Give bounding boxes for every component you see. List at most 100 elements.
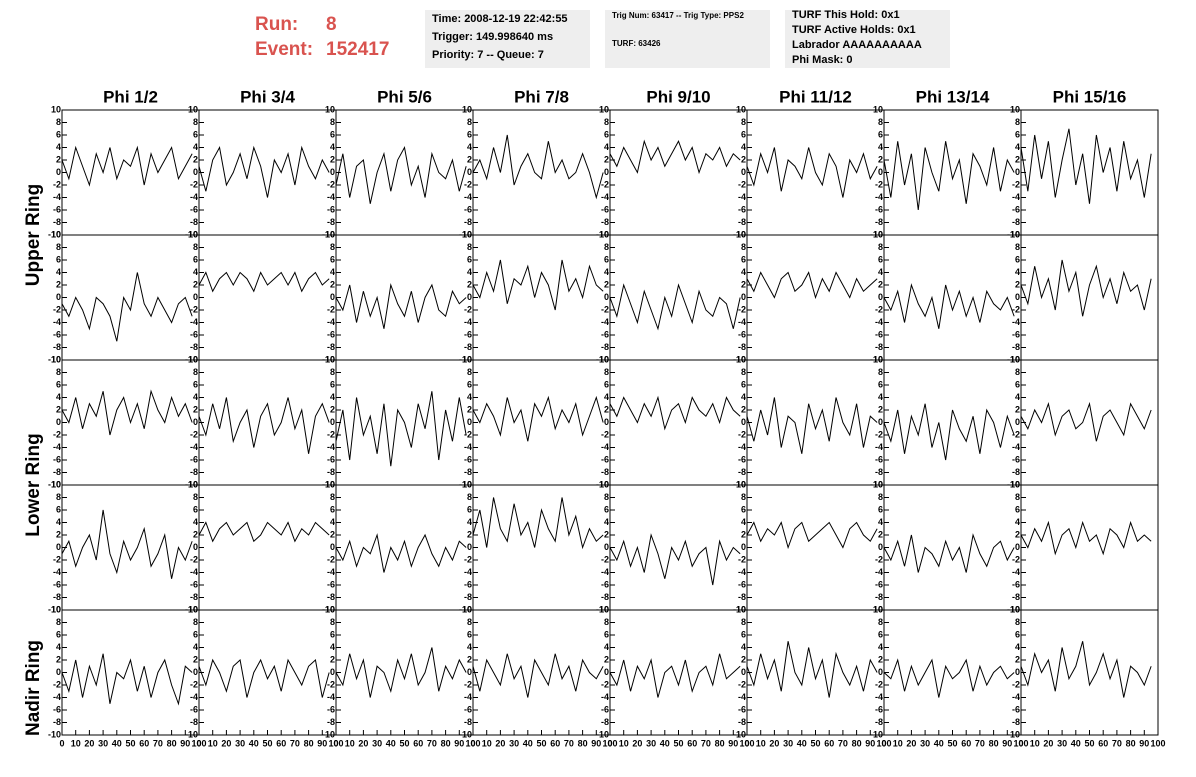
y-tick-label: 10 [188,354,198,364]
panel-frame [746,609,885,736]
y-tick-label: 8 [741,617,746,627]
panel-frame [746,484,885,611]
x-tick-label: 90 [865,738,875,748]
y-tick-label: 8 [604,242,609,252]
y-tick-label: 6 [56,629,61,639]
y-tick-label: -4 [1012,567,1020,577]
y-tick-label: -6 [738,454,746,464]
y-tick-label: -4 [190,442,198,452]
y-tick-label: -8 [464,217,472,227]
y-tick-label: -10 [185,604,198,614]
y-tick-label: -4 [738,567,746,577]
x-tick-label: 40 [523,738,533,748]
x-tick-label: 0 [1018,738,1023,748]
y-tick-label: 10 [736,229,746,239]
y-tick-label: -6 [53,704,61,714]
panel-frame [746,359,885,486]
y-tick-label: -8 [327,342,335,352]
x-tick-label: 60 [687,738,697,748]
y-tick-label: 8 [56,367,61,377]
x-tick-label: 40 [249,738,259,748]
y-tick-label: 4 [1015,267,1020,277]
y-tick-label: 6 [467,629,472,639]
y-tick-label: -8 [190,342,198,352]
y-tick-label: -8 [875,592,883,602]
x-tick-label: 40 [386,738,396,748]
y-tick-label: -2 [1012,429,1020,439]
column-label: Phi 11/12 [779,87,852,106]
y-tick-label: 10 [188,604,198,614]
y-tick-label: 8 [193,492,198,502]
y-tick-label: 10 [599,104,609,114]
y-tick-label: 0 [467,167,472,177]
x-tick-label: 50 [810,738,820,748]
waveform [609,653,741,698]
y-tick-label: 8 [741,117,746,127]
y-tick-label: 2 [878,279,883,289]
y-tick-label: 0 [330,167,335,177]
y-tick-label: 6 [741,504,746,514]
y-tick-label: -10 [322,229,335,239]
y-tick-label: -4 [875,317,883,327]
x-tick-label: 70 [290,738,300,748]
y-tick-label: 4 [604,642,609,652]
y-tick-label: 10 [51,104,61,114]
column-label: Phi 5/6 [377,87,432,106]
y-tick-label: 0 [741,542,746,552]
panel-frame [883,109,1022,236]
y-tick-label: -10 [870,479,883,489]
x-tick-label: 60 [139,738,149,748]
y-tick-label: 8 [1015,617,1020,627]
y-tick-label: 6 [878,504,883,514]
y-tick-label: 8 [878,492,883,502]
y-tick-label: -2 [1012,179,1020,189]
y-tick-label: 6 [741,629,746,639]
y-tick-label: -8 [327,467,335,477]
y-tick-label: 0 [741,292,746,302]
y-tick-label: -8 [738,217,746,227]
x-tick-label: 30 [783,738,793,748]
y-tick-label: 8 [193,617,198,627]
y-tick-label: -10 [870,354,883,364]
y-tick-label: 8 [330,242,335,252]
y-tick-label: 8 [330,117,335,127]
waveform [335,283,467,329]
y-tick-label: 8 [330,492,335,502]
y-tick-label: -6 [1012,454,1020,464]
x-tick-label: 20 [495,738,505,748]
y-tick-label: 8 [330,367,335,377]
y-tick-label: 6 [878,629,883,639]
y-tick-label: -2 [738,429,746,439]
y-tick-label: 2 [1015,154,1020,164]
y-tick-label: 4 [1015,142,1020,152]
y-tick-label: -10 [459,479,472,489]
y-tick-label: 10 [873,229,883,239]
y-tick-label: 0 [330,667,335,677]
waveform [609,395,741,431]
x-tick-label: 0 [470,738,475,748]
y-tick-label: 8 [604,492,609,502]
x-tick-label: 0 [881,738,886,748]
x-tick-label: 40 [1071,738,1081,748]
x-tick-label: 90 [728,738,738,748]
y-tick-label: -6 [53,454,61,464]
y-tick-label: -4 [738,442,746,452]
y-tick-label: 4 [467,517,472,527]
y-tick-label: 0 [878,167,883,177]
y-tick-label: -2 [875,179,883,189]
x-tick-label: 10 [345,738,355,748]
waveform [61,509,193,579]
y-tick-label: 2 [741,529,746,539]
y-tick-label: -4 [875,567,883,577]
x-tick-label: 80 [167,738,177,748]
y-tick-label: -10 [322,479,335,489]
x-tick-label: 100 [602,738,617,748]
info-line: Trigger: 149.998640 ms [432,31,553,43]
y-tick-label: 0 [56,292,61,302]
y-tick-label: -8 [190,217,198,227]
x-tick-label: 70 [701,738,711,748]
y-tick-label: 10 [1010,229,1020,239]
y-tick-label: 10 [462,479,472,489]
y-tick-label: -8 [875,467,883,477]
y-tick-label: 0 [467,667,472,677]
